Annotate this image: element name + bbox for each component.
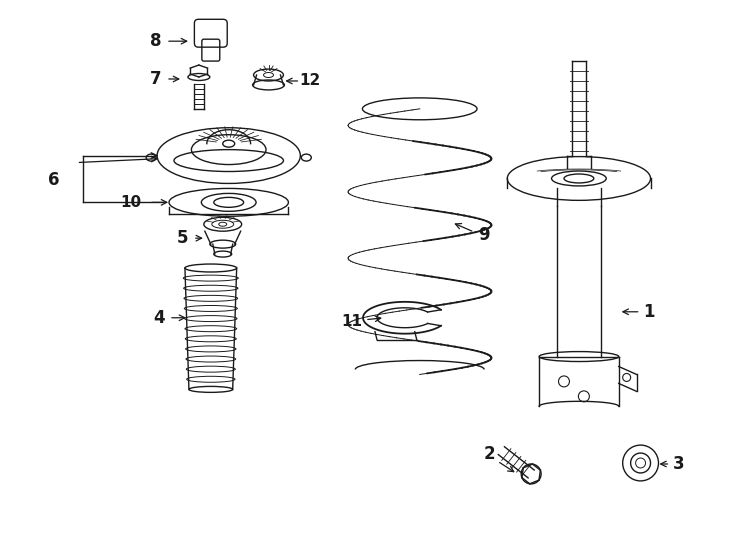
Text: 9: 9 [479, 226, 490, 244]
Text: 4: 4 [153, 309, 165, 327]
Text: 3: 3 [672, 455, 684, 473]
Text: 2: 2 [484, 445, 495, 463]
Text: 11: 11 [341, 314, 363, 329]
Text: 10: 10 [120, 195, 142, 210]
Text: 7: 7 [150, 70, 162, 88]
Text: 12: 12 [299, 73, 321, 89]
Text: 6: 6 [48, 172, 59, 190]
Text: 8: 8 [150, 32, 161, 50]
Text: 1: 1 [643, 303, 654, 321]
Text: 5: 5 [177, 229, 189, 247]
